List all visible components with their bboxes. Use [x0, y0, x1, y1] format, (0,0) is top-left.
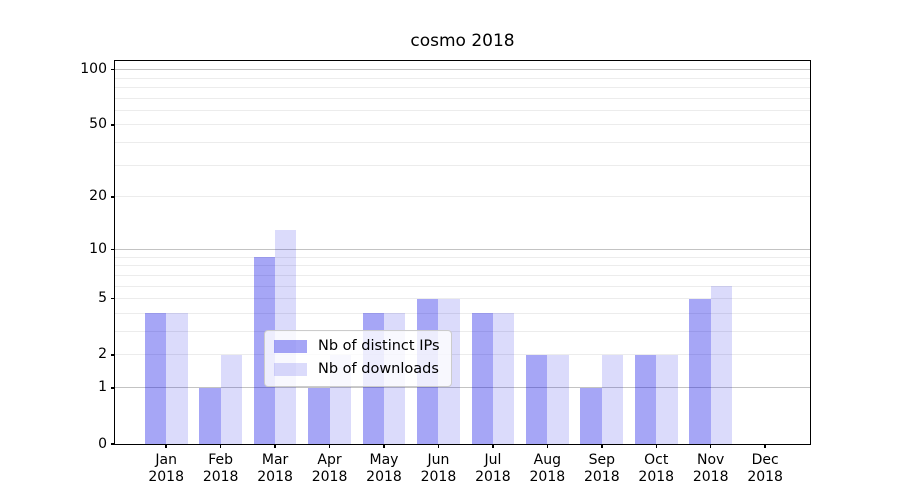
legend-label-downloads: Nb of downloads [318, 361, 439, 377]
y-gridline-minor [115, 77, 810, 79]
x-tick-mark [437, 444, 440, 448]
bar-distinct-ips [580, 387, 602, 444]
bar-distinct-ips [634, 354, 657, 444]
y-gridline-minor [115, 164, 810, 166]
y-tick-mark [111, 68, 115, 71]
y-tick-mark [111, 248, 115, 251]
x-tick-label: Apr 2018 [311, 452, 348, 485]
x-tick-mark [165, 444, 167, 448]
y-gridline-minor [115, 124, 810, 126]
x-tick-mark [655, 444, 657, 448]
bar-distinct-ips [689, 298, 711, 444]
y-gridline-minor [115, 142, 810, 144]
y-gridline-major [115, 387, 810, 389]
x-tick-label: Jan 2018 [148, 452, 184, 485]
x-tick-label: Jul 2018 [475, 452, 511, 485]
y-gridline-minor [115, 298, 810, 300]
y-tick-label: 5 [98, 290, 107, 307]
x-tick-label: Mar 2018 [257, 452, 293, 485]
x-tick-mark [492, 444, 494, 448]
legend-label-distinct-ips: Nb of distinct IPs [318, 338, 440, 354]
bar-distinct-ips [199, 387, 221, 444]
x-tick-label: Oct 2018 [638, 452, 675, 485]
bar-downloads [601, 354, 624, 444]
y-gridline-minor [115, 86, 810, 88]
y-gridline-minor [115, 354, 810, 356]
chart-title: cosmo 2018 [410, 31, 515, 51]
y-gridline-minor [115, 109, 810, 111]
bar-downloads [547, 354, 569, 444]
y-tick-label: 1 [98, 379, 107, 396]
bar-downloads [656, 354, 678, 444]
y-gridline-minor [115, 331, 810, 333]
legend-swatch-downloads [274, 363, 307, 376]
x-tick-label: Sep 2018 [583, 452, 620, 485]
y-tick-label: 10 [89, 240, 107, 257]
y-tick-label: 0 [98, 435, 107, 452]
y-gridline-minor [115, 97, 810, 99]
x-tick-label: Nov 2018 [692, 452, 729, 485]
legend-swatch-distinct-ips [274, 340, 307, 353]
x-tick-mark [764, 444, 766, 448]
x-tick-label: Feb 2018 [202, 452, 239, 485]
x-tick-mark [383, 444, 385, 448]
y-gridline-minor [115, 274, 810, 276]
bar-distinct-ips [471, 313, 493, 444]
bar-downloads [492, 313, 515, 444]
y-tick-label: 20 [89, 188, 107, 205]
y-tick-mark [111, 297, 115, 300]
x-tick-mark [219, 444, 222, 448]
y-gridline-minor [115, 265, 810, 267]
y-tick-mark [111, 443, 115, 445]
legend-item-distinct-ips: Nb of distinct IPs [274, 339, 440, 354]
bar-distinct-ips [525, 354, 548, 444]
y-tick-mark [111, 354, 115, 356]
x-tick-label: May 2018 [366, 452, 402, 485]
y-tick-mark [111, 124, 115, 126]
legend-item-downloads: Nb of downloads [274, 362, 440, 377]
x-tick-mark [328, 444, 331, 448]
bar-distinct-ips [144, 313, 167, 444]
x-tick-mark [601, 444, 603, 448]
legend: Nb of distinct IPs Nb of downloads [264, 330, 452, 387]
y-gridline-major [115, 69, 810, 71]
x-tick-label: Jun 2018 [420, 452, 457, 485]
y-tick-mark [111, 387, 115, 389]
bar-downloads [166, 313, 188, 444]
y-gridline-minor [115, 312, 810, 314]
y-tick-label: 100 [80, 61, 107, 78]
x-tick-mark [709, 444, 712, 448]
bar-downloads [220, 354, 243, 444]
y-tick-label: 50 [89, 116, 107, 133]
x-tick-mark [274, 444, 276, 448]
plot-area: 0 1 2 5 10 20 50 100 Jan 2018 Feb 2018 Mar 2018 Apr… [80, 60, 811, 485]
y-gridline-major [115, 248, 810, 250]
bar-distinct-ips [308, 387, 330, 444]
bar-downloads [710, 286, 733, 444]
y-tick-label: 2 [98, 346, 107, 363]
y-gridline-minor [115, 285, 810, 287]
y-gridline-minor [115, 196, 810, 198]
x-tick-label: Dec 2018 [747, 452, 783, 485]
x-tick-mark [546, 444, 549, 448]
y-tick-mark [111, 196, 115, 198]
x-tick-label: Aug 2018 [529, 452, 566, 485]
y-gridline-minor [115, 256, 810, 258]
